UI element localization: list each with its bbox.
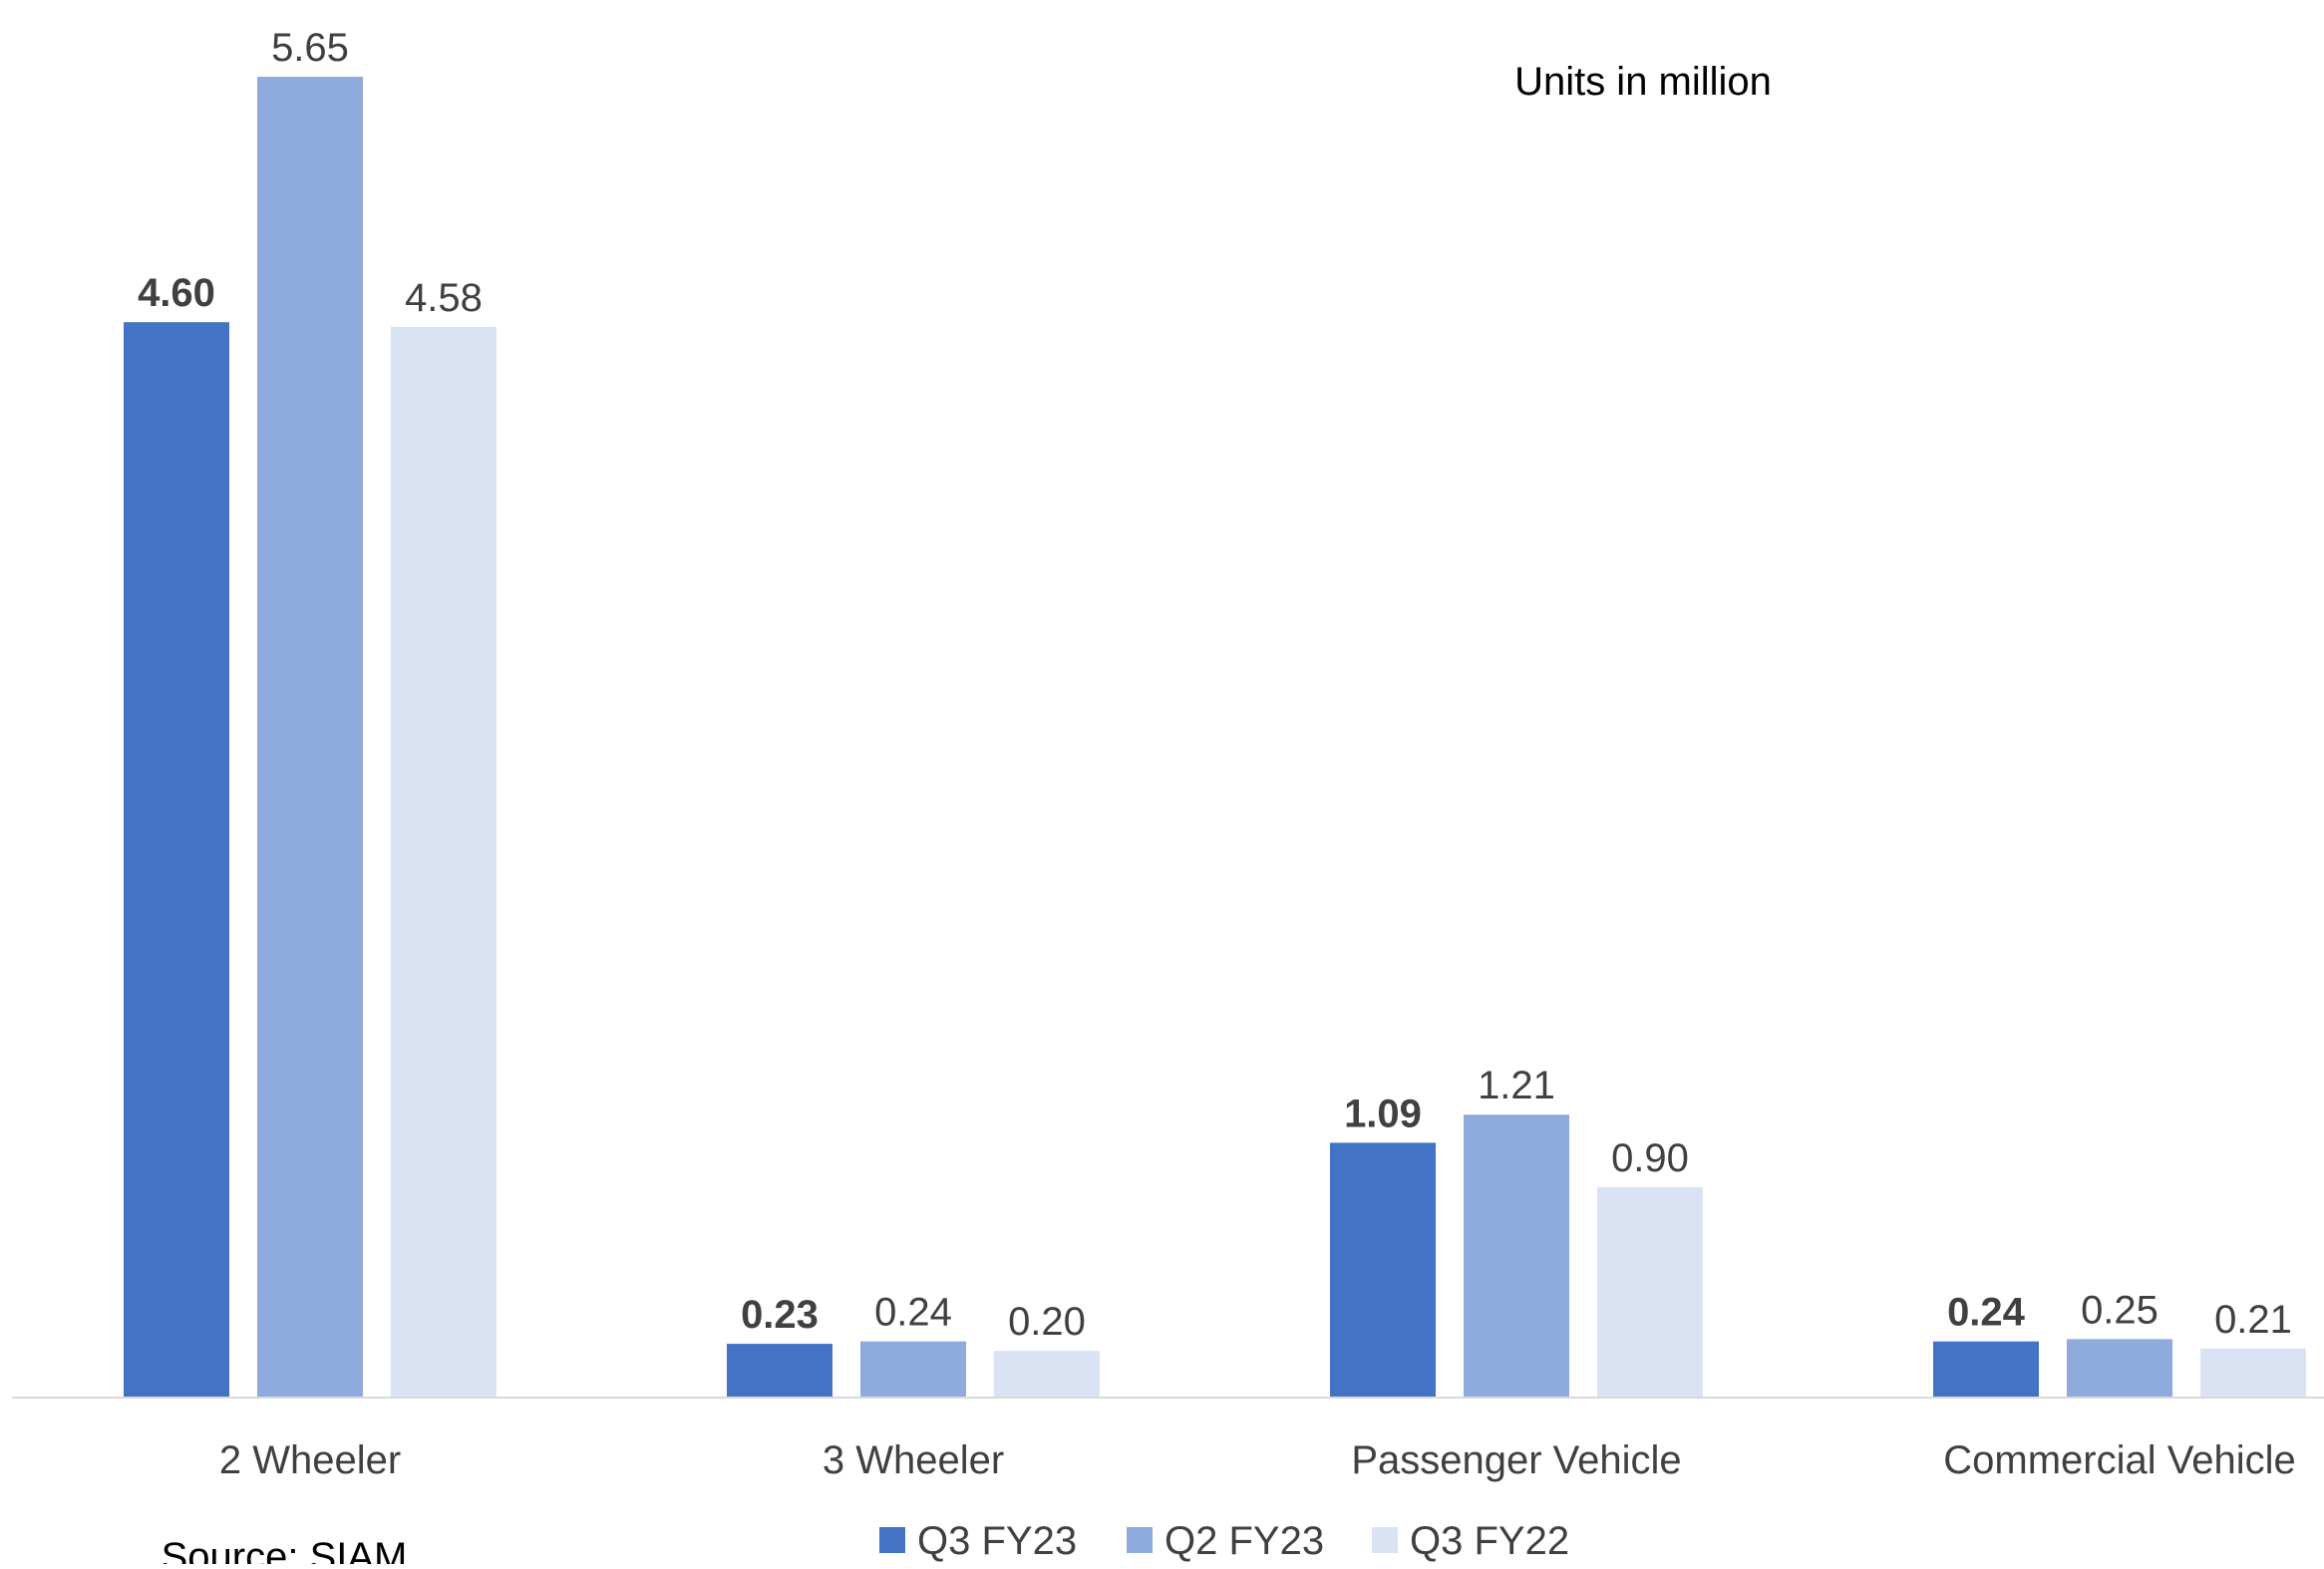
legend-swatch-q3-fy22 [1372,1527,1398,1553]
data-label-3-wheeler-q2-fy23: 0.24 [874,1291,952,1335]
data-label-3-wheeler-q3-fy22: 0.20 [1008,1300,1086,1344]
bar-2-wheeler-q3-fy22 [391,326,497,1398]
legend: Q3 FY23 Q2 FY23 Q3 FY22 [879,1519,1569,1563]
category-label-passenger-vehicle: Passenger Vehicle [1351,1438,1681,1482]
bar-passenger-vehicle-q3-fy22 [1597,1186,1703,1398]
bar-commercial-vehicle-q3-fy23 [1933,1341,2039,1398]
units-annotation: Units in million [1514,60,1772,104]
bars-layer [124,77,2306,1399]
bar-3-wheeler-q3-fy23 [727,1344,832,1398]
bar-3-wheeler-q3-fy22 [994,1351,1100,1398]
data-label-2-wheeler-q3-fy22: 4.58 [405,276,483,320]
data-label-commercial-vehicle-q2-fy23: 0.25 [2081,1288,2158,1332]
legend-label-q2-fy23: Q2 FY23 [1164,1519,1324,1563]
bar-2-wheeler-q3-fy23 [124,322,229,1399]
bar-2-wheeler-q2-fy23 [257,77,363,1398]
bar-passenger-vehicle-q2-fy23 [1464,1114,1569,1398]
data-label-passenger-vehicle-q3-fy22: 0.90 [1611,1136,1689,1180]
category-labels-layer: 2 Wheeler 3 Wheeler Passenger Vehicle Comme… [219,1438,2296,1482]
bar-3-wheeler-q2-fy23 [860,1341,966,1398]
data-label-2-wheeler-q3-fy23: 4.60 [138,271,215,315]
category-label-3-wheeler: 3 Wheeler [823,1438,1004,1482]
data-label-passenger-vehicle-q3-fy23: 1.09 [1344,1092,1422,1135]
data-label-3-wheeler-q3-fy23: 0.23 [741,1293,819,1337]
legend-swatch-q2-fy23 [1127,1527,1153,1553]
data-label-commercial-vehicle-q3-fy22: 0.21 [2214,1298,2292,1342]
legend-label-q3-fy23: Q3 FY23 [917,1519,1077,1563]
data-labels-layer: 4.60 5.65 4.58 0.23 0.24 0.20 1.09 1.21 0.90 0.24… [138,26,2292,1344]
data-label-commercial-vehicle-q3-fy23: 0.24 [1947,1291,2026,1335]
data-label-2-wheeler-q2-fy23: 5.65 [271,26,349,70]
bar-commercial-vehicle-q2-fy23 [2067,1339,2172,1398]
bar-passenger-vehicle-q3-fy23 [1330,1142,1436,1398]
data-label-passenger-vehicle-q2-fy23: 1.21 [1478,1064,1555,1107]
bar-commercial-vehicle-q3-fy22 [2200,1348,2306,1398]
category-label-2-wheeler: 2 Wheeler [219,1438,401,1482]
category-label-commercial-vehicle: Commercial Vehicle [1943,1438,2295,1482]
legend-swatch-q3-fy23 [879,1527,905,1553]
source-note: Source: SIAM [162,1535,408,1564]
legend-label-q3-fy22: Q3 FY22 [1410,1519,1569,1563]
